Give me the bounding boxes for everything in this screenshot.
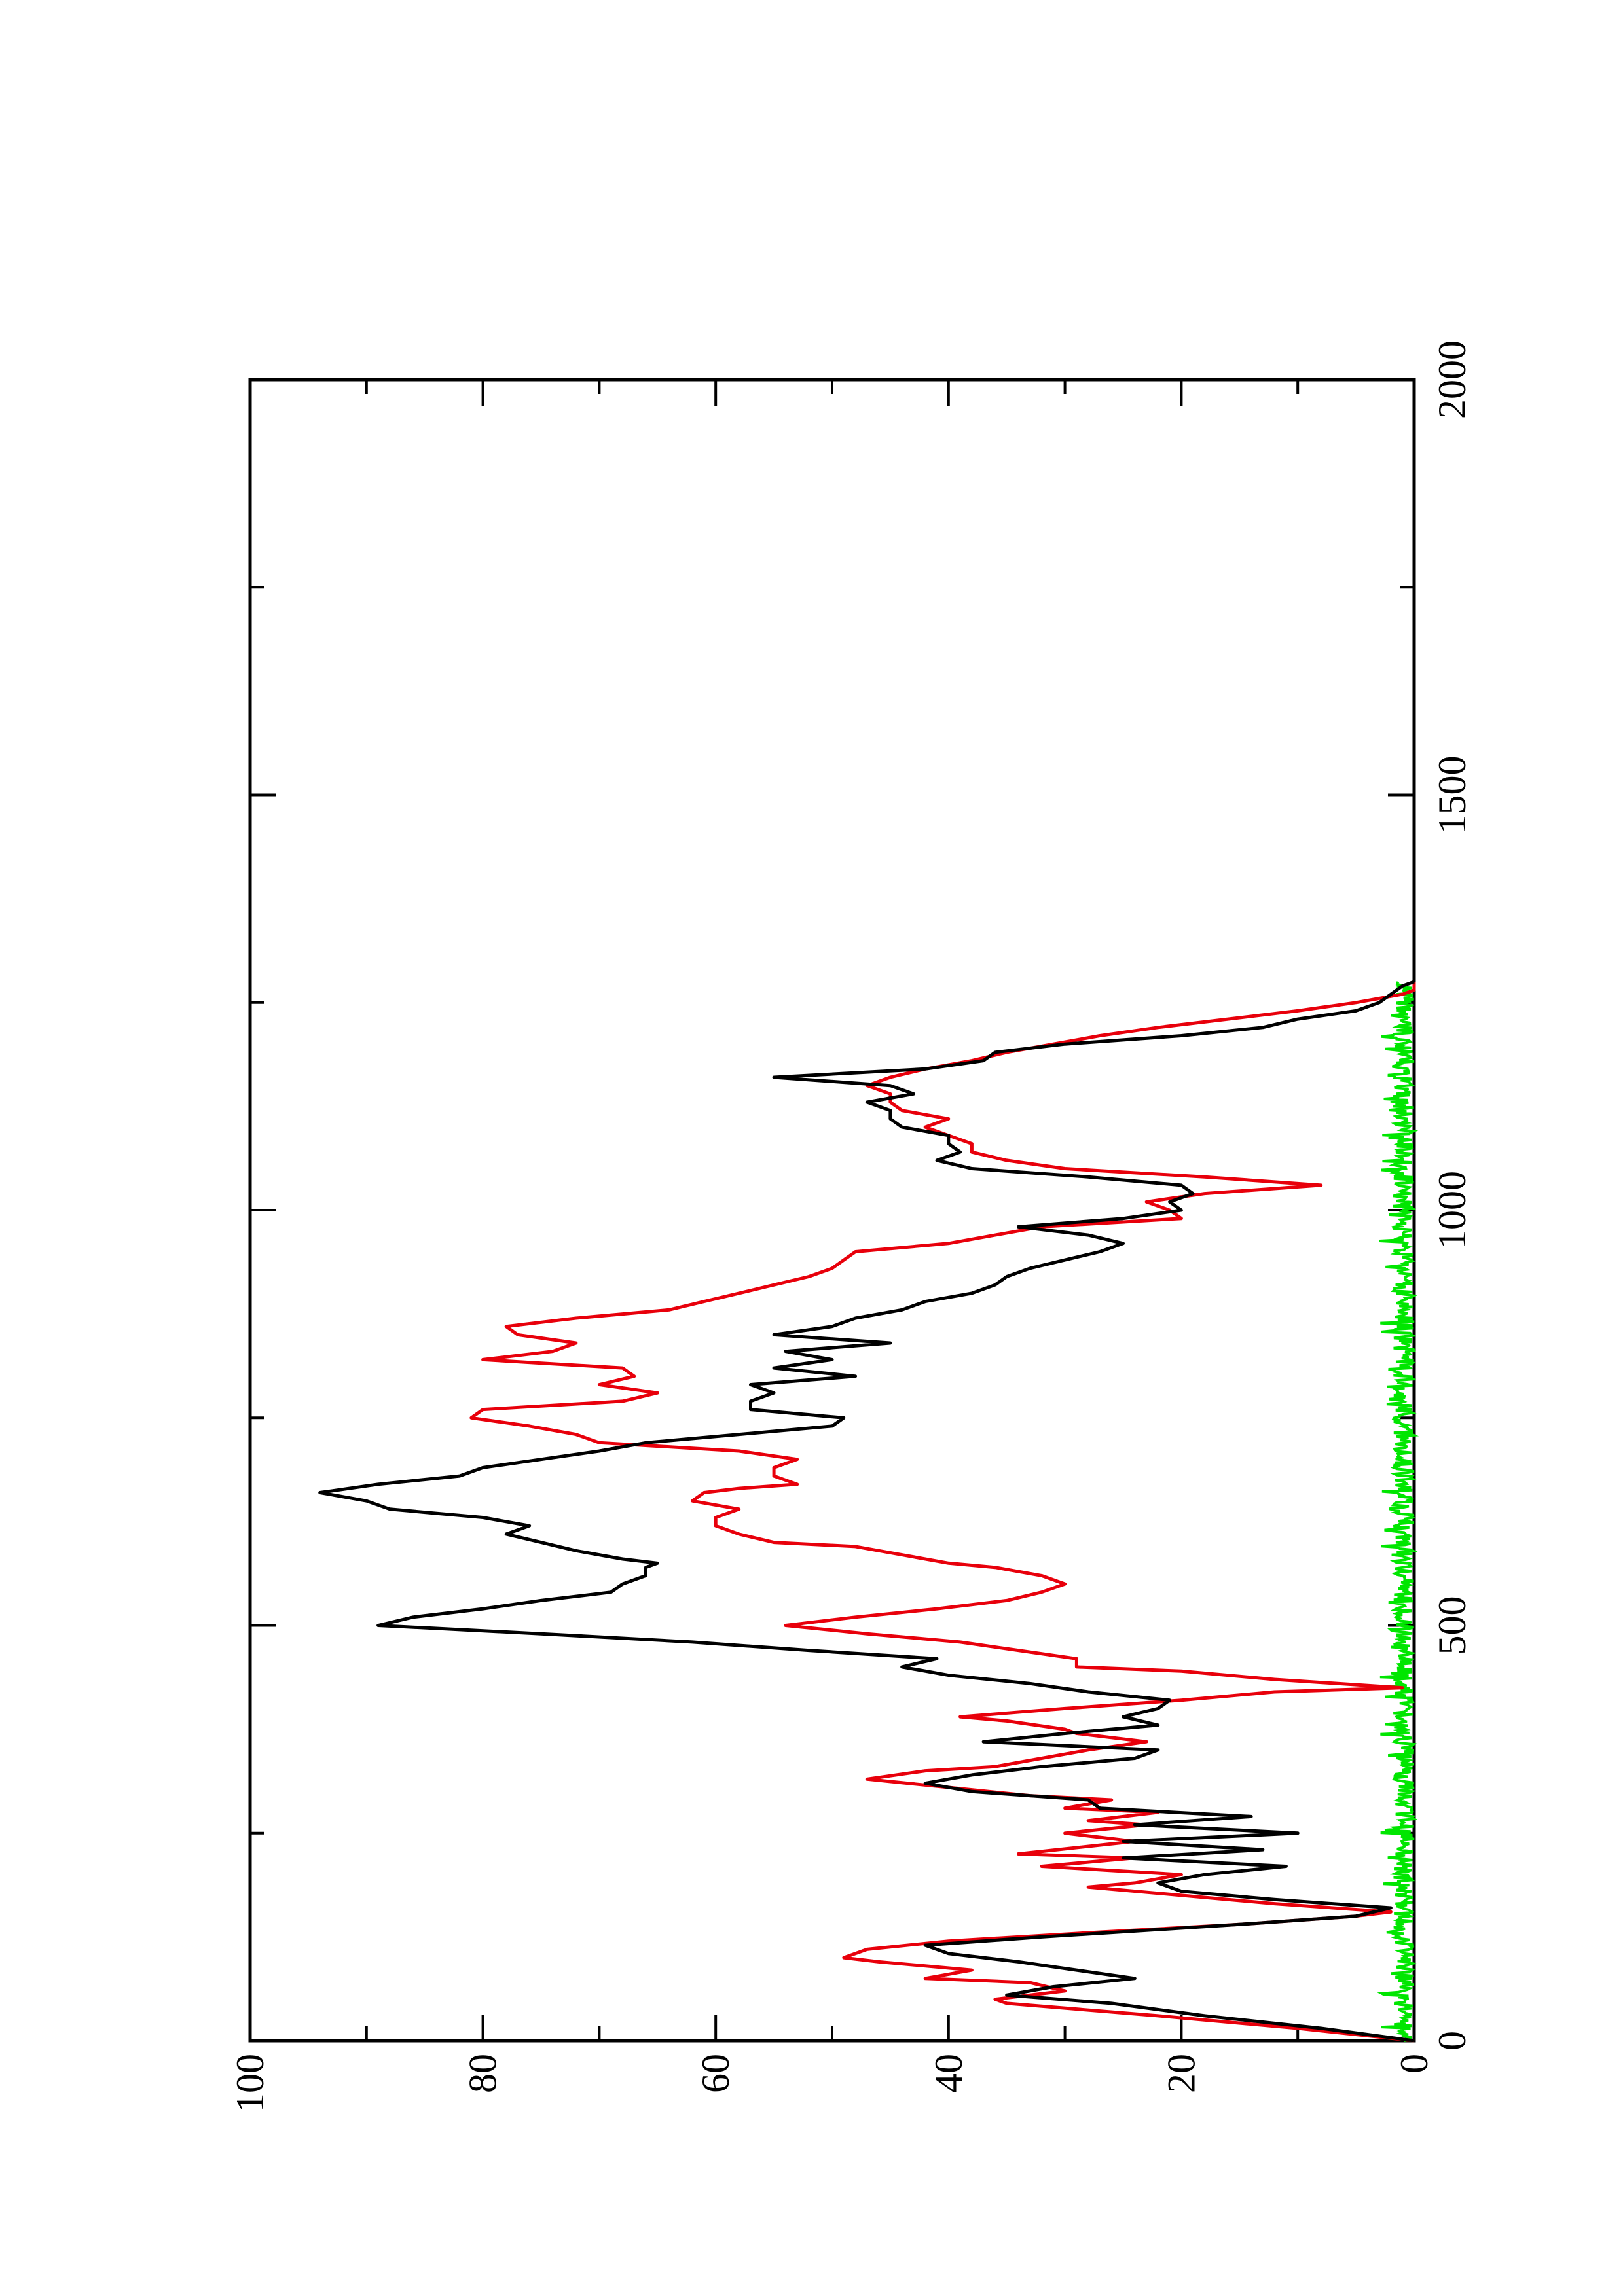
x-tick-label: 1500 (1431, 756, 1474, 834)
series-line-red (469, 982, 1416, 2043)
x-tick-label: 0 (1431, 2031, 1474, 2051)
plot-area (248, 378, 1416, 2043)
y-tick-label: 80 (462, 2054, 505, 2093)
y-tick-label: 40 (927, 2054, 970, 2093)
y-tick-label: 0 (1393, 2054, 1436, 2073)
y-tick-label: 20 (1159, 2054, 1203, 2093)
y-tick-label: 100 (228, 2054, 272, 2113)
series-line-green (1377, 981, 1419, 2042)
axis-tick-labels: 0 500 1000 1500 2000 0 20 40 60 80 100 (228, 340, 1474, 2113)
x-tick-label: 500 (1431, 1596, 1474, 1655)
y-tick-label: 60 (694, 2054, 737, 2093)
x-tick-label: 2000 (1431, 340, 1474, 419)
x-tick-label: 1000 (1431, 1171, 1474, 1249)
series-layer (318, 980, 1419, 2043)
series-line-black (318, 980, 1415, 2043)
